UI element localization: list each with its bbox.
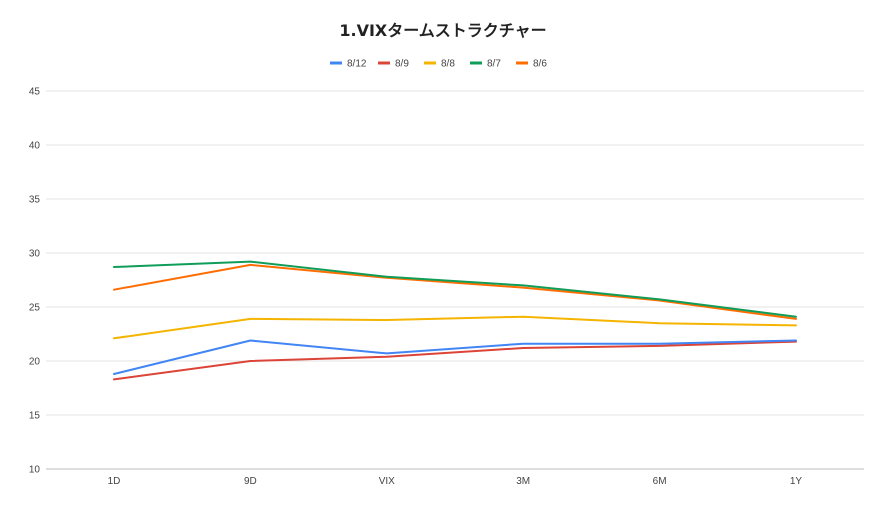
chart-title: 1.VIXタームストラクチャー <box>339 21 546 40</box>
legend-label: 8/9 <box>395 59 409 70</box>
x-tick-label: 9D <box>244 476 257 487</box>
chart-legend: 8/12 8/9 8/8 8/7 8/6 <box>330 59 547 70</box>
series-line <box>113 339 797 375</box>
y-tick-label: 35 <box>29 195 41 206</box>
x-tick-label: 1D <box>108 476 121 487</box>
y-tick-label: 15 <box>29 411 41 422</box>
y-tick-label: 25 <box>29 303 41 314</box>
y-tick-label: 20 <box>29 357 41 368</box>
y-tick-label: 40 <box>29 141 41 152</box>
x-tick-label: VIX <box>379 476 395 487</box>
x-tick-label: 3M <box>516 476 530 487</box>
y-tick-label: 30 <box>29 249 41 260</box>
series-line <box>113 340 797 381</box>
legend-label: 8/6 <box>533 59 547 70</box>
series-line <box>113 260 797 318</box>
y-axis: 10 15 20 25 30 35 40 45 <box>29 87 41 476</box>
x-tick-label: 1Y <box>790 476 803 487</box>
y-tick-label: 10 <box>29 465 41 476</box>
chart-grid <box>46 90 864 470</box>
plot-area <box>113 260 797 381</box>
x-axis: 1D 9D VIX 3M 6M 1Y <box>108 476 803 487</box>
legend-label: 8/12 <box>347 59 367 70</box>
legend-label: 8/8 <box>441 59 455 70</box>
series-line <box>113 263 797 320</box>
y-tick-label: 45 <box>29 87 41 98</box>
x-tick-label: 6M <box>653 476 667 487</box>
series-line <box>113 315 797 340</box>
legend-label: 8/7 <box>487 59 501 70</box>
